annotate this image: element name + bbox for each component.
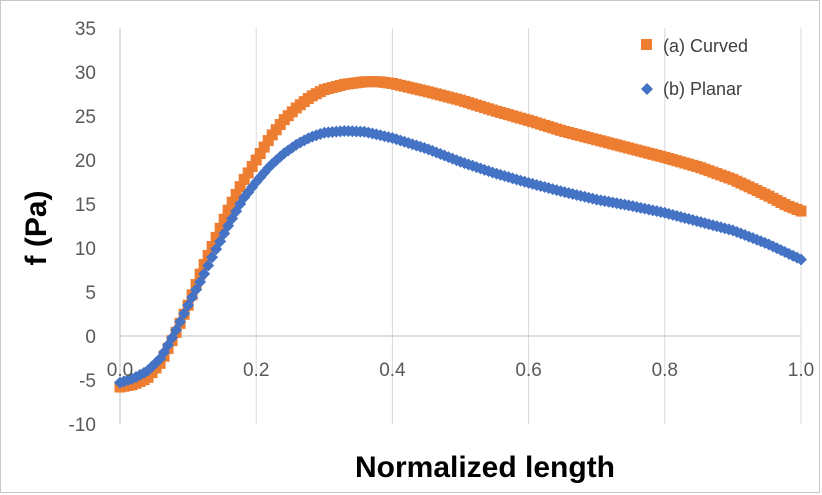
tick-labels: -10 -5 0 5 10 15 20 25 30 35 0.0 0.2 0.4 0.6 0.8 1.0: [69, 19, 815, 436]
data-point-curved: [210, 231, 222, 243]
data-point-curved: [226, 196, 238, 208]
y-tick-label: -5: [79, 371, 96, 392]
y-tick-label: 10: [75, 239, 96, 260]
y-tick-label: 15: [75, 195, 96, 216]
x-axis-title: Normalized length: [355, 451, 615, 484]
x-tick-label: 1.0: [788, 360, 814, 381]
y-tick-label: 25: [75, 107, 96, 128]
series-planar: [114, 124, 807, 389]
data-point-planar: [170, 324, 183, 337]
data-point-planar: [206, 251, 219, 264]
legend-label-planar: (b) Planar: [663, 79, 742, 99]
data-point-curved: [230, 188, 242, 200]
legend-marker-planar: [641, 83, 653, 95]
x-tick-label: 0.2: [243, 360, 269, 381]
data-point-curved: [262, 135, 274, 147]
legend-label-curved: (a) Curved: [663, 36, 748, 56]
data-point-planar: [194, 275, 207, 288]
x-tick-label: 0.0: [107, 360, 133, 381]
data-point-curved: [795, 205, 807, 217]
data-point-curved: [254, 148, 266, 160]
data-point-curved: [206, 240, 218, 252]
data-point-curved: [218, 213, 230, 225]
y-tick-label: -10: [69, 415, 96, 436]
x-tick-label: 0.6: [515, 360, 541, 381]
data-point-curved: [246, 160, 258, 172]
data-point-planar: [198, 267, 211, 280]
axes: [119, 28, 801, 424]
data-point-curved: [242, 167, 254, 179]
data-point-curved: [234, 181, 246, 193]
x-tick-label: 0.8: [652, 360, 678, 381]
series-curved: [114, 76, 807, 393]
data-point-curved: [250, 154, 262, 166]
data-point-planar: [174, 315, 187, 328]
plot-series: [114, 76, 807, 393]
y-tick-label: 5: [85, 283, 96, 304]
data-point-curved: [222, 204, 234, 216]
legend-marker-curved: [641, 39, 652, 50]
data-point-planar: [795, 253, 807, 266]
data-point-planar: [202, 259, 215, 272]
y-tick-label: 35: [75, 19, 96, 40]
grid-lines: [255, 28, 802, 424]
data-point-curved: [258, 141, 270, 153]
data-point-planar: [178, 307, 191, 320]
y-tick-label: 20: [75, 151, 96, 172]
data-point-curved: [214, 222, 226, 234]
y-axis-title: f (Pa): [20, 191, 53, 266]
y-tick-label: 30: [75, 63, 96, 84]
data-point-curved: [238, 173, 250, 185]
y-tick-label: 0: [85, 327, 96, 348]
legend: (a) Curved (b) Planar: [641, 36, 748, 99]
x-tick-label: 0.4: [379, 360, 406, 381]
